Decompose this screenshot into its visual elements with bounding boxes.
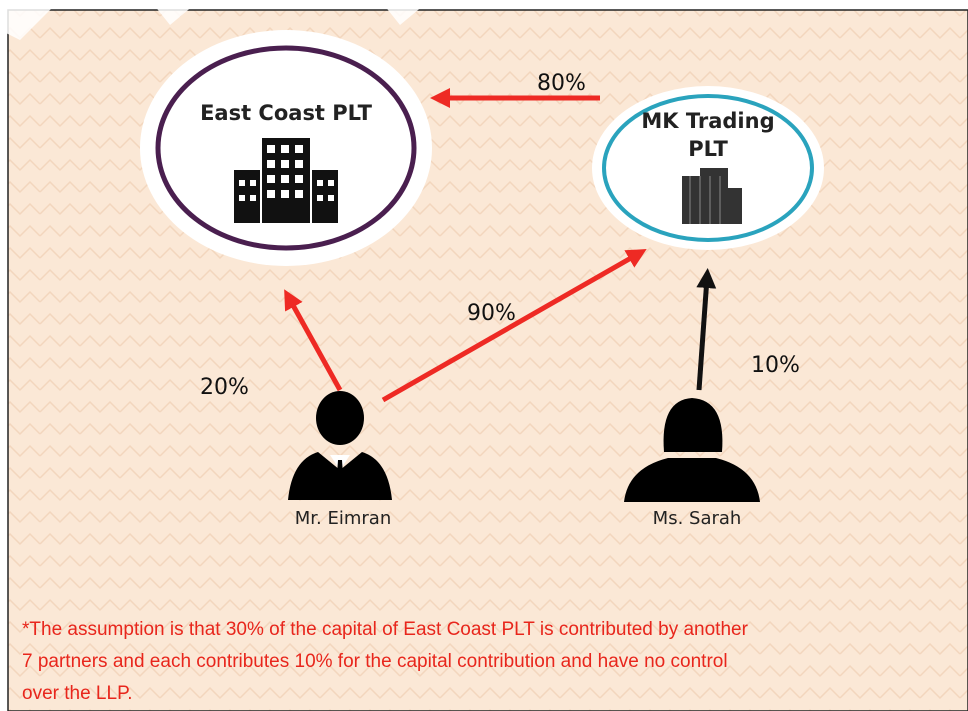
mk-trading-node: MK Trading PLT — [592, 86, 824, 250]
edge-label: 10% — [751, 353, 800, 378]
arrow — [381, 249, 647, 403]
person-label: Ms. Sarah — [653, 508, 742, 529]
node-label-line: MK Trading — [641, 109, 774, 133]
node-label: East Coast PLT — [200, 101, 373, 125]
edge-label: 90% — [467, 301, 516, 326]
person-label: Mr. Eimran — [295, 508, 391, 529]
note-line: *The assumption is that 30% of the capit… — [22, 619, 749, 640]
edge-label: 20% — [200, 375, 249, 400]
arrow — [696, 268, 717, 391]
streaks — [0, 0, 430, 40]
note-line: 7 partners and each contributes 10% for … — [22, 651, 728, 672]
east-coast-node: East Coast PLT — [140, 30, 432, 266]
node-label-line: PLT — [688, 137, 728, 161]
person-icon — [624, 398, 760, 502]
edge-label: 80% — [537, 71, 586, 96]
note-line: over the LLP. — [22, 683, 133, 704]
arrow — [284, 289, 343, 392]
node-label: MK Trading PLT — [641, 109, 774, 161]
